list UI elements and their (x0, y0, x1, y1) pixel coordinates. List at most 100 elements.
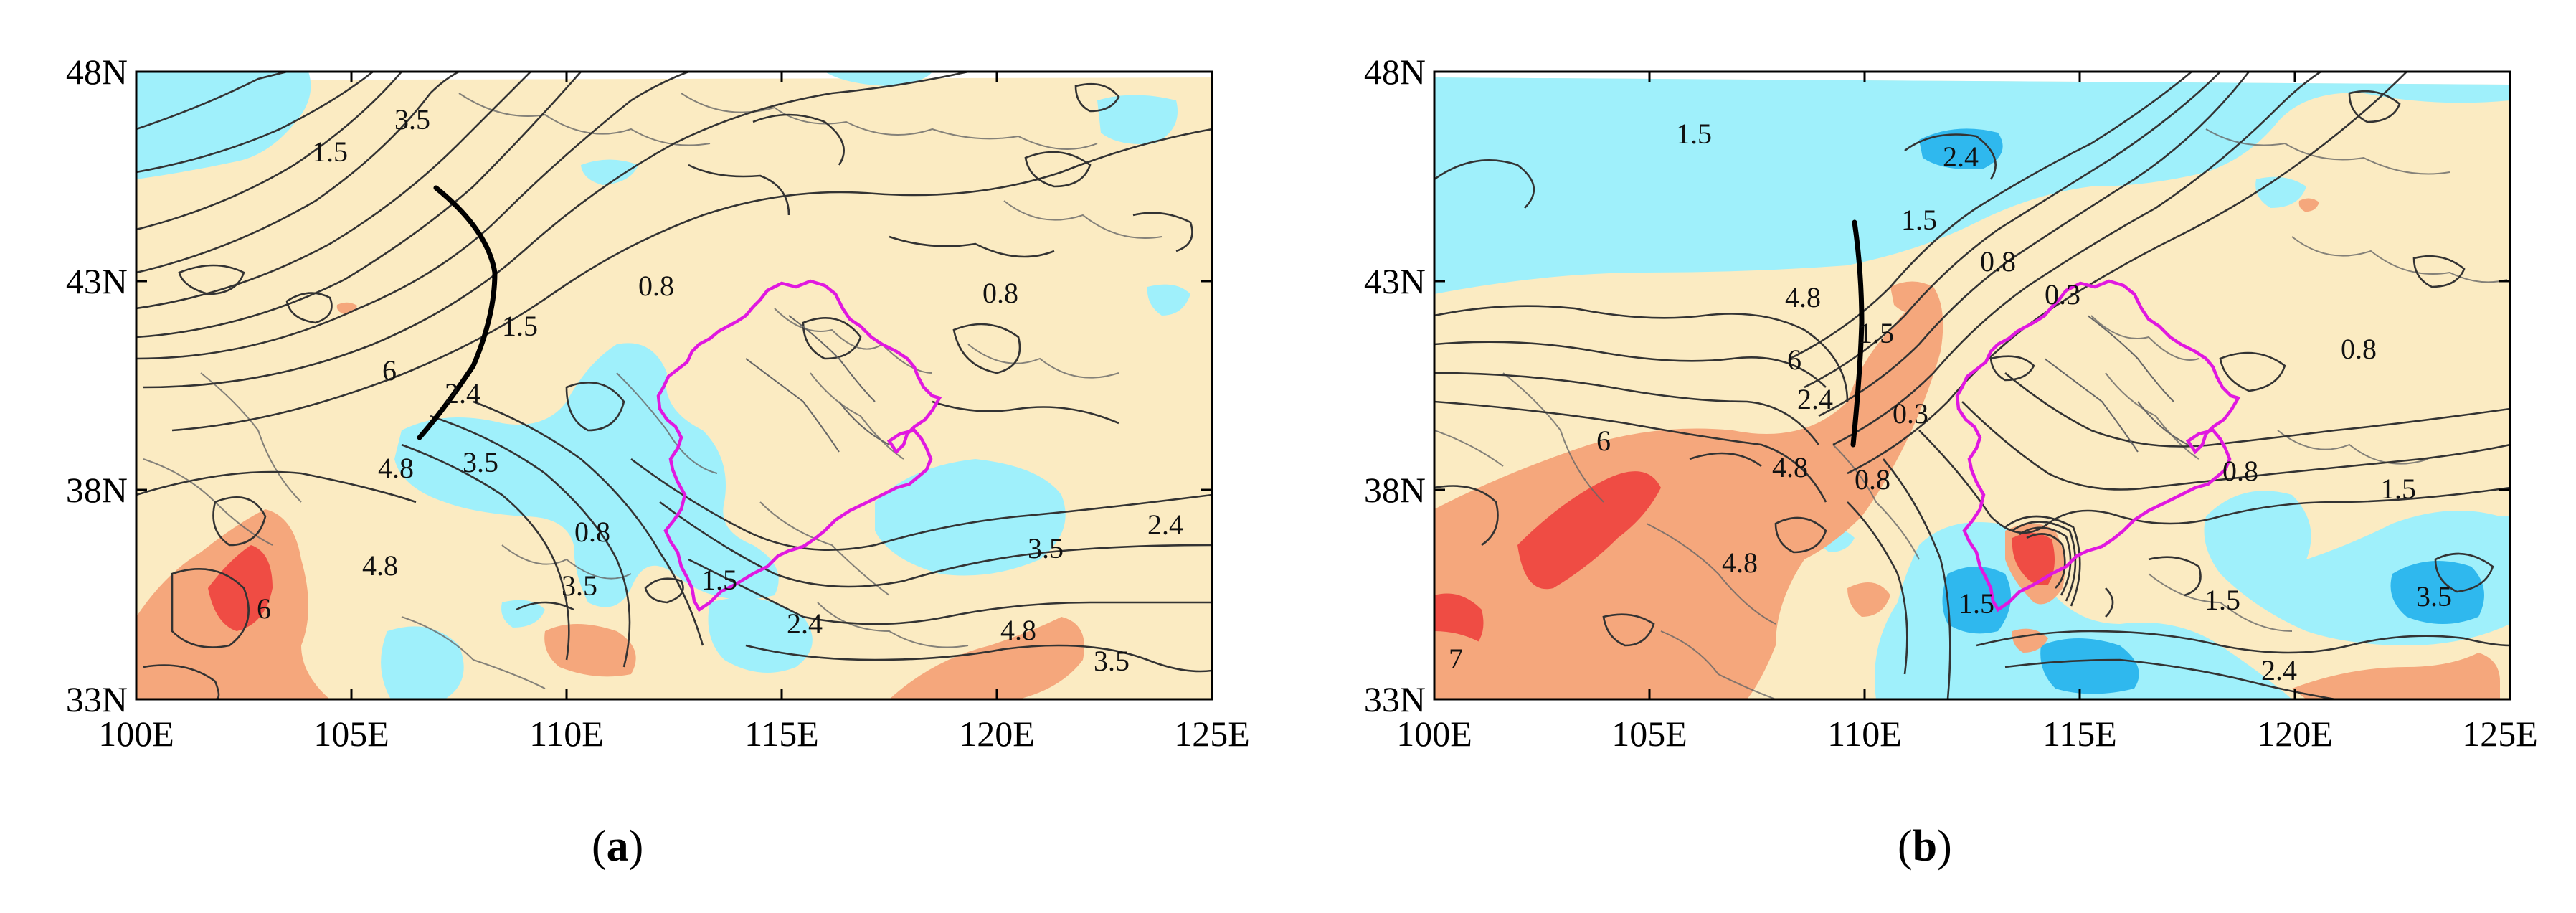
caption-letter: b (1912, 822, 1938, 871)
ticks-b (1433, 70, 2511, 701)
cyan-anomaly-center-small (501, 600, 545, 628)
lon-label: 120E (2257, 714, 2333, 754)
contour-label: 0.8 (2341, 333, 2377, 365)
caption-a: (a) (592, 822, 644, 871)
top-blank-strip (136, 72, 1212, 80)
warm-anomaly-sw-lower (1434, 631, 1520, 699)
map-panel-b: 48N 43N 38N 33N 100E 105E 110E 115E 120E… (1364, 52, 2538, 754)
contour-labels-b: 1.5 2.4 1.5 0.8 4.8 6 2.4 1.5 0.3 0.8 0.… (1449, 118, 2452, 686)
map-frame-b (1433, 70, 2511, 701)
contour-label: 0.8 (638, 270, 674, 302)
contour-label: 7 (1449, 643, 1463, 675)
lon-label: 115E (2042, 714, 2117, 754)
contour-label: 1.5 (1858, 317, 1894, 349)
cyan-anomaly-e-small (2177, 93, 2220, 118)
lon-label: 125E (1174, 714, 1250, 754)
warm-anomaly-se-lower (2292, 653, 2500, 699)
deep-blue-patch-south (1942, 567, 2011, 634)
contour-label: 3.5 (562, 569, 597, 602)
contour-label: 4.8 (1772, 451, 1808, 483)
hot-anomaly-bullseye (2012, 532, 2055, 585)
contour-label: 0.8 (2222, 455, 2258, 487)
caption-letter: a (606, 822, 629, 871)
lon-labels-a: 100E 105E 110E 115E 120E 125E (98, 714, 1250, 754)
contour-label: 3.5 (1094, 645, 1130, 677)
lon-label: 110E (1827, 714, 1902, 754)
deep-blue-patch-north (1919, 128, 2003, 169)
contour-label: 3.5 (2416, 580, 2452, 612)
lon-label: 100E (1396, 714, 1472, 754)
lat-label: 43N (66, 261, 128, 301)
region-inner-border-b (2044, 315, 2189, 453)
contour-label: 1.5 (1901, 204, 1937, 236)
contour-label: 0.3 (2045, 278, 2080, 311)
lon-label: 120E (959, 714, 1035, 754)
contour-label: 0.8 (982, 277, 1018, 309)
panel-b: 48N 43N 38N 33N 100E 105E 110E 115E 120E… (1288, 0, 2576, 913)
contour-label: 0.3 (1893, 397, 1928, 430)
lat-labels-a: 48N 43N 38N 33N (66, 52, 128, 719)
contour-label: 2.4 (1943, 141, 1979, 173)
contour-label: 2.4 (1147, 508, 1183, 541)
warm-anomaly-se (889, 617, 1084, 699)
panel-a: 48N 43N 38N 33N 100E 105E 110E 115E 120E… (66, 52, 1250, 871)
map-area-a (136, 72, 1212, 699)
lon-label: 100E (98, 714, 174, 754)
contours-a (136, 72, 1212, 699)
lon-label: 115E (744, 714, 819, 754)
cyan-anomaly-north-band (1434, 77, 2510, 294)
hot-anomaly-sw (208, 545, 273, 631)
map-frame-a (135, 70, 1213, 701)
contour-label: 4.8 (378, 452, 414, 484)
contour-label: 1.5 (1676, 118, 1712, 150)
contour-label: 1.5 (2380, 473, 2416, 505)
region-outline-a (656, 279, 942, 612)
contour-label: 6 (1787, 344, 1801, 376)
ticks-a (135, 70, 1213, 701)
contour-labels-a: 3.5 1.5 0.8 1.5 6 2.4 4.8 3.5 4.8 6 0.8 … (257, 103, 1183, 677)
contour-label: 6 (257, 592, 271, 625)
warm-anomaly-s (544, 624, 636, 677)
trough-line-b (1850, 219, 1865, 448)
contour-label: 6 (382, 354, 397, 387)
warm-anomaly-west (1434, 287, 1943, 699)
lat-label: 43N (1364, 261, 1426, 301)
contour-label: 2.4 (1797, 383, 1833, 415)
lon-label: 125E (2462, 714, 2538, 754)
lat-label: 38N (1364, 470, 1426, 510)
contour-label: 0.8 (1855, 463, 1890, 496)
lat-label: 33N (1364, 679, 1426, 719)
lat-labels-b: 48N 43N 38N 33N (1364, 52, 1426, 719)
lon-labels-b: 100E 105E 110E 115E 120E 125E (1396, 714, 2538, 754)
contour-label: 3.5 (463, 446, 498, 478)
cyan-anomaly-center (394, 343, 779, 607)
contour-label: 1.5 (1959, 587, 1994, 620)
trough-line-a (417, 185, 498, 440)
deep-blue-patch-south2 (2040, 638, 2139, 694)
lat-label: 33N (66, 679, 128, 719)
cyan-anomaly-southeast (875, 459, 1066, 576)
contour-label: 1.5 (2205, 584, 2240, 616)
contour-label: 2.4 (445, 377, 480, 410)
warm-anomaly-mid (1847, 582, 1890, 617)
lat-label: 48N (1364, 52, 1426, 92)
lon-label: 110E (529, 714, 604, 754)
caption-b: (b) (1898, 822, 1952, 871)
map-panel-a: 48N 43N 38N 33N 100E 105E 110E 115E 120E… (66, 52, 1250, 754)
contour-label: 3.5 (1028, 532, 1064, 564)
hot-anomaly-west (1517, 471, 1661, 590)
deep-blue-patch-southeast (2390, 561, 2484, 624)
land-background (136, 72, 1212, 699)
lon-label: 105E (1611, 714, 1687, 754)
contours-b (1434, 72, 2510, 699)
contour-label: 2.4 (787, 607, 823, 640)
contour-label: 4.8 (1722, 547, 1758, 579)
contour-label: 2.4 (2261, 654, 2297, 686)
region-outline-b (1955, 279, 2241, 612)
cyan-anomaly-n (581, 159, 638, 185)
cyan-anomaly-south (381, 626, 464, 699)
cyan-anomaly-nw (136, 72, 311, 179)
contour-label: 3.5 (394, 103, 430, 136)
contour-label: 6 (1596, 425, 1611, 457)
contour-label: 1.5 (701, 564, 737, 596)
